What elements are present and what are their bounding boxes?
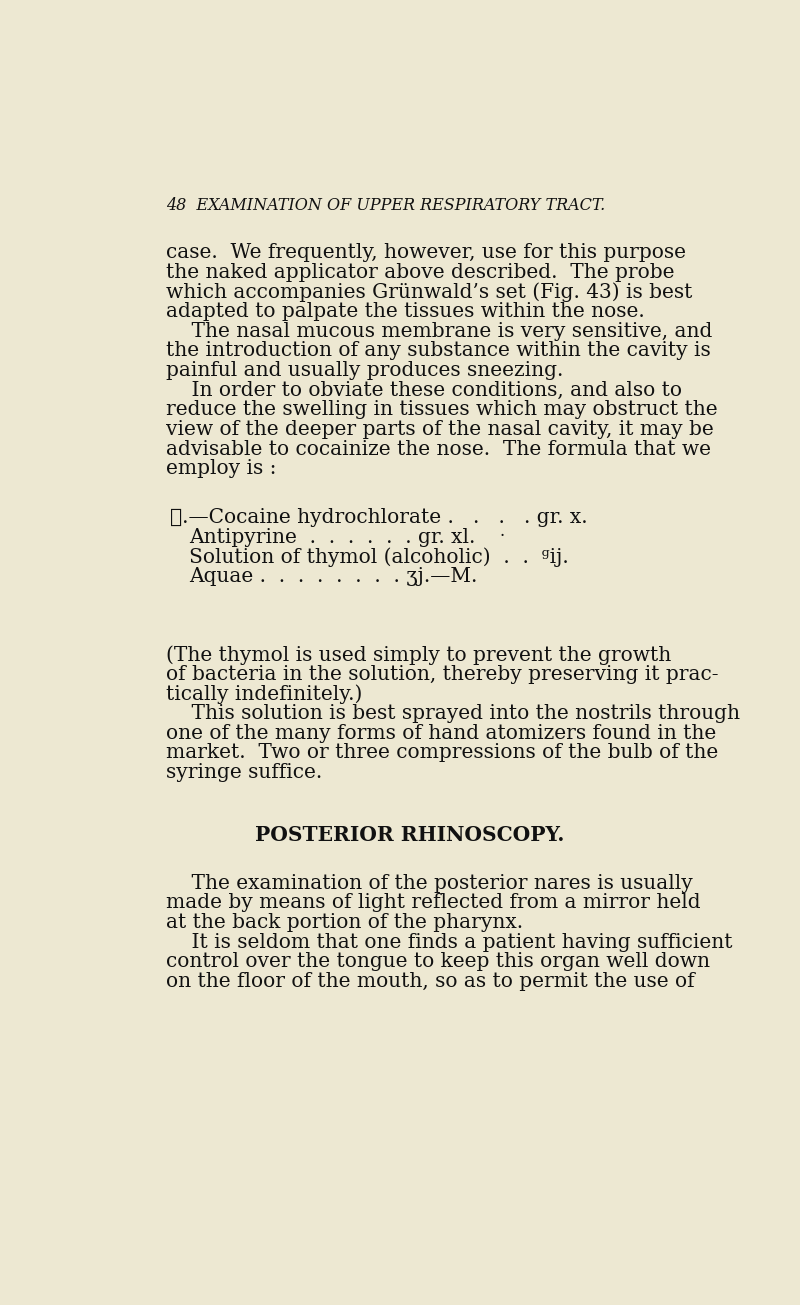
Text: advisable to cocainize the nose.  The formula that we: advisable to cocainize the nose. The for… bbox=[166, 440, 711, 458]
Text: This solution is best sprayed into the nostrils through: This solution is best sprayed into the n… bbox=[166, 705, 740, 723]
Text: employ is :: employ is : bbox=[166, 459, 276, 478]
Text: reduce the swelling in tissues which may obstruct the: reduce the swelling in tissues which may… bbox=[166, 401, 718, 419]
Text: control over the tongue to keep this organ well down: control over the tongue to keep this org… bbox=[166, 953, 710, 971]
Text: Solution of thymol (alcoholic)  .  .  ᵍij.: Solution of thymol (alcoholic) . . ᵍij. bbox=[189, 547, 569, 568]
Text: of bacteria in the solution, thereby preserving it prac-: of bacteria in the solution, thereby pre… bbox=[166, 664, 718, 684]
Text: at the back portion of the pharynx.: at the back portion of the pharynx. bbox=[166, 913, 523, 932]
Text: case.  We frequently, however, use for this purpose: case. We frequently, however, use for th… bbox=[166, 243, 686, 262]
Text: tically indefinitely.): tically indefinitely.) bbox=[166, 684, 362, 705]
Text: one of the many forms of hand atomizers found in the: one of the many forms of hand atomizers … bbox=[166, 724, 716, 743]
Text: It is seldom that one finds a patient having sufficient: It is seldom that one finds a patient ha… bbox=[166, 933, 732, 951]
Text: adapted to palpate the tissues within the nose.: adapted to palpate the tissues within th… bbox=[166, 303, 645, 321]
Text: The nasal mucous membrane is very sensitive, and: The nasal mucous membrane is very sensit… bbox=[166, 322, 712, 341]
Text: painful and usually produces sneezing.: painful and usually produces sneezing. bbox=[166, 361, 563, 380]
Text: syringe suffice.: syringe suffice. bbox=[166, 763, 322, 782]
Text: view of the deeper parts of the nasal cavity, it may be: view of the deeper parts of the nasal ca… bbox=[166, 420, 714, 438]
Text: In order to obviate these conditions, and also to: In order to obviate these conditions, an… bbox=[166, 381, 682, 399]
Text: (The thymol is used simply to prevent the growth: (The thymol is used simply to prevent th… bbox=[166, 645, 671, 664]
Text: ℞.—Cocaine hydrochlorate .   .   .   . gr. x.: ℞.—Cocaine hydrochlorate . . . . gr. x. bbox=[170, 508, 587, 527]
Text: POSTERIOR RHINOSCOPY.: POSTERIOR RHINOSCOPY. bbox=[255, 825, 565, 844]
Text: market.  Two or three compressions of the bulb of the: market. Two or three compressions of the… bbox=[166, 744, 718, 762]
Text: made by means of light reflected from a mirror held: made by means of light reflected from a … bbox=[166, 894, 701, 912]
Text: which accompanies Grünwald’s set (Fig. 43) is best: which accompanies Grünwald’s set (Fig. 4… bbox=[166, 282, 692, 303]
Text: The examination of the posterior nares is usually: The examination of the posterior nares i… bbox=[166, 874, 693, 893]
Text: Antipyrine  .  .  .  .  .  . gr. xl.: Antipyrine . . . . . . gr. xl. bbox=[189, 527, 475, 547]
Text: Aquae .  .  .  .  .  .  .  . ʒj.—M.: Aquae . . . . . . . . ʒj.—M. bbox=[189, 566, 478, 586]
Text: on the floor of the mouth, so as to permit the use of: on the floor of the mouth, so as to perm… bbox=[166, 972, 694, 990]
Text: the naked applicator above described.  The probe: the naked applicator above described. Th… bbox=[166, 262, 674, 282]
Text: 48  EXAMINATION OF UPPER RESPIRATORY TRACT.: 48 EXAMINATION OF UPPER RESPIRATORY TRAC… bbox=[166, 197, 605, 214]
Text: ·: · bbox=[499, 527, 504, 544]
Text: the introduction of any substance within the cavity is: the introduction of any substance within… bbox=[166, 342, 710, 360]
